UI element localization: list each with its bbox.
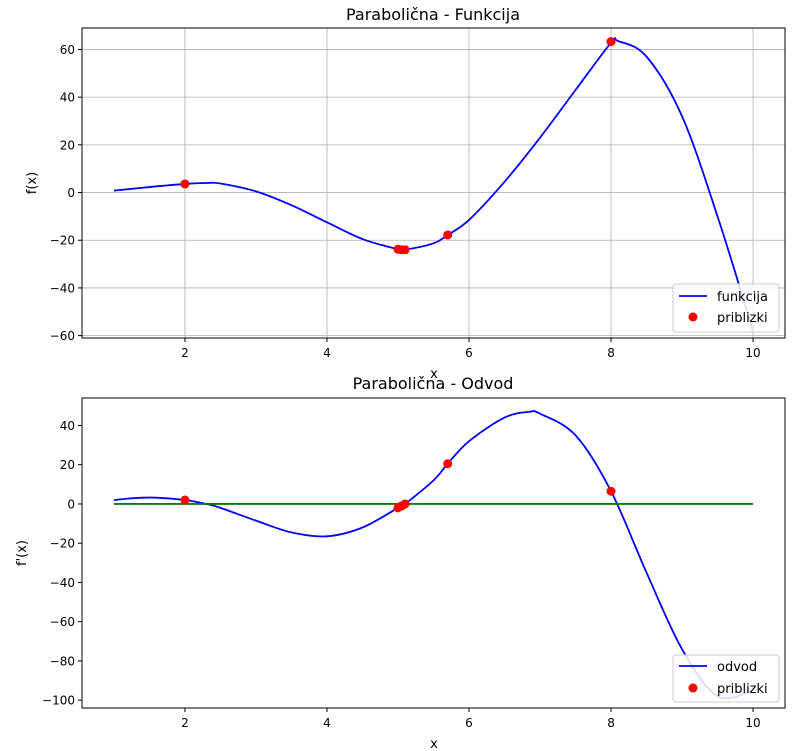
function-y-tick: 40 <box>60 91 82 105</box>
function-y-tick-label: 0 <box>67 186 75 200</box>
derivative-legend-label-odvod: odvod <box>717 660 757 675</box>
derivative-x-tick-label: 2 <box>181 716 189 730</box>
function-y-tick-label: 20 <box>60 138 75 152</box>
function-y-tick: 0 <box>67 186 82 200</box>
function-point-priblizki-4 <box>443 230 453 240</box>
derivative-y-tick-label: 20 <box>60 458 75 472</box>
derivative-x-axis-label: x <box>430 737 438 751</box>
derivative-point-priblizki-3 <box>400 499 410 509</box>
derivative-y-tick-label: −100 <box>42 694 75 708</box>
function-y-tick-label: −60 <box>50 329 75 343</box>
function-y-tick-label: −40 <box>50 281 75 295</box>
derivative-x-tick: 10 <box>745 708 761 730</box>
function-marks <box>113 37 754 332</box>
derivative-point-priblizki-0 <box>180 495 190 505</box>
function-y-tick-label: −20 <box>50 234 75 248</box>
derivative-y-tick: 20 <box>60 458 82 472</box>
function-plot-frame <box>81 27 786 339</box>
derivative-y-tick: −40 <box>50 576 82 590</box>
derivative-x-tick-label: 6 <box>465 716 473 730</box>
derivative-y-tick-label: −40 <box>50 576 75 590</box>
function-point-priblizki-3 <box>400 245 410 255</box>
subplot-derivative: Parabolična - Odvod 2 4 6 8 10 −100 −80 −60 −40… <box>15 374 786 751</box>
derivative-x-tick: 2 <box>181 708 189 730</box>
function-x-tick-label: 10 <box>745 346 760 360</box>
function-legend-point-swatch <box>688 312 698 322</box>
derivative-x-ticks: 2 4 6 8 10 <box>181 708 761 730</box>
derivative-chart-title: Parabolična - Odvod <box>353 374 514 393</box>
derivative-x-tick: 8 <box>607 708 615 730</box>
function-x-axis-label: x <box>430 367 438 382</box>
derivative-point-priblizki-4 <box>443 459 453 469</box>
derivative-y-tick-label: −20 <box>50 537 75 551</box>
function-y-tick: −20 <box>50 234 82 248</box>
derivative-y-tick: −20 <box>50 537 82 551</box>
function-point-priblizki-0 <box>180 179 190 189</box>
function-x-tick-label: 2 <box>181 346 189 360</box>
function-point-priblizki-5 <box>606 37 616 47</box>
function-y-tick: 60 <box>60 43 82 57</box>
derivative-y-axis-label: f'(x) <box>15 540 30 566</box>
function-y-tick: −60 <box>50 329 82 343</box>
function-x-tick-label: 6 <box>465 346 473 360</box>
function-legend: funkcija priblizki <box>672 283 780 333</box>
function-y-tick-label: 40 <box>60 91 75 105</box>
function-x-tick: 4 <box>323 338 331 360</box>
derivative-y-tick: −80 <box>50 654 82 668</box>
derivative-legend-label-priblizki: priblizki <box>717 682 768 697</box>
derivative-y-tick-label: −60 <box>50 615 75 629</box>
derivative-x-tick-label: 4 <box>323 716 331 730</box>
derivative-y-tick-label: 40 <box>60 419 75 433</box>
derivative-y-tick: 40 <box>60 419 82 433</box>
function-y-tick-label: 60 <box>60 43 75 57</box>
function-y-tick: 20 <box>60 138 82 152</box>
derivative-y-tick-label: 0 <box>67 497 75 511</box>
derivative-y-tick: −60 <box>50 615 82 629</box>
function-x-tick: 10 <box>745 338 761 360</box>
derivative-marks <box>113 410 754 700</box>
function-x-tick: 6 <box>465 338 473 360</box>
subplot-function: Parabolična - Funkcija 2 4 6 8 10 −60 −40 −20 0… <box>25 5 786 382</box>
function-chart-title: Parabolična - Funkcija <box>346 5 520 24</box>
derivative-y-tick: 0 <box>67 497 82 511</box>
function-x-tick: 8 <box>607 338 615 360</box>
derivative-x-tick-label: 8 <box>607 716 615 730</box>
derivative-point-priblizki-5 <box>606 486 616 496</box>
derivative-x-tick: 6 <box>465 708 473 730</box>
derivative-x-tick: 4 <box>323 708 331 730</box>
derivative-legend: odvod priblizki <box>672 654 780 703</box>
function-series-funkcija-line <box>113 37 754 332</box>
function-y-tick: −40 <box>50 281 82 295</box>
derivative-y-ticks: −100 −80 −60 −40 −20 0 20 40 <box>42 419 82 708</box>
function-legend-label-funkcija: funkcija <box>717 290 768 305</box>
derivative-x-tick-label: 10 <box>745 716 760 730</box>
function-x-tick-label: 4 <box>323 346 331 360</box>
function-legend-label-priblizki: priblizki <box>717 311 768 326</box>
function-x-ticks: 2 4 6 8 10 <box>181 338 761 360</box>
function-y-ticks: −60 −40 −20 0 20 40 60 <box>50 43 82 343</box>
function-y-axis-label: f(x) <box>25 172 40 194</box>
function-x-tick: 2 <box>181 338 189 360</box>
derivative-y-tick-label: −80 <box>50 654 75 668</box>
derivative-y-tick: −100 <box>42 694 82 708</box>
function-x-tick-label: 8 <box>607 346 615 360</box>
derivative-legend-point-swatch <box>688 683 698 693</box>
derivative-plot-frame <box>81 397 786 709</box>
